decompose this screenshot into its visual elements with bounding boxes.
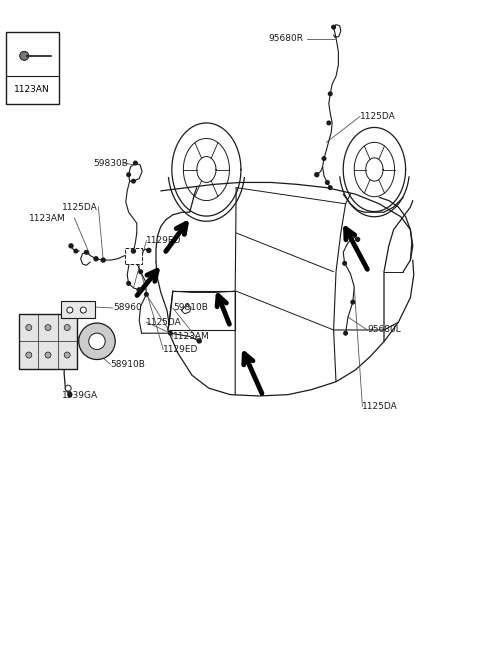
- Circle shape: [94, 257, 98, 261]
- Text: 58960: 58960: [113, 303, 142, 313]
- Text: 95680L: 95680L: [367, 325, 401, 334]
- Text: 1125DA: 1125DA: [362, 402, 398, 411]
- Text: 1123AM: 1123AM: [29, 214, 66, 223]
- Circle shape: [137, 288, 141, 292]
- Circle shape: [64, 352, 70, 358]
- Circle shape: [26, 352, 32, 358]
- Circle shape: [65, 385, 71, 391]
- Circle shape: [356, 237, 360, 241]
- Circle shape: [322, 157, 326, 160]
- Circle shape: [101, 258, 105, 262]
- Text: 1125DA: 1125DA: [62, 203, 98, 212]
- Text: 1123AM: 1123AM: [173, 332, 210, 341]
- Circle shape: [74, 249, 78, 253]
- Circle shape: [328, 186, 332, 190]
- Text: 59810B: 59810B: [173, 303, 208, 313]
- Circle shape: [168, 331, 172, 335]
- Circle shape: [144, 292, 148, 296]
- Circle shape: [127, 281, 131, 285]
- Circle shape: [45, 352, 51, 358]
- Circle shape: [64, 325, 70, 331]
- Text: 1125DA: 1125DA: [146, 318, 182, 327]
- Circle shape: [132, 179, 135, 183]
- Circle shape: [197, 339, 201, 343]
- Circle shape: [69, 244, 73, 248]
- Circle shape: [89, 333, 105, 349]
- Circle shape: [332, 25, 336, 29]
- Circle shape: [147, 248, 151, 252]
- Circle shape: [315, 173, 319, 177]
- Bar: [125, 248, 142, 264]
- Text: 1339GA: 1339GA: [62, 391, 98, 400]
- Text: 1123AN: 1123AN: [14, 85, 50, 94]
- Circle shape: [127, 173, 131, 177]
- Text: 1129ED: 1129ED: [163, 345, 199, 354]
- Circle shape: [20, 51, 29, 60]
- Text: 1125DA: 1125DA: [360, 112, 396, 121]
- Circle shape: [68, 393, 72, 397]
- Circle shape: [80, 307, 86, 313]
- Circle shape: [343, 261, 347, 265]
- Circle shape: [84, 250, 88, 254]
- Bar: [61, 302, 95, 318]
- Circle shape: [328, 92, 332, 96]
- Circle shape: [327, 121, 331, 125]
- Circle shape: [351, 300, 355, 304]
- Circle shape: [45, 325, 51, 331]
- Circle shape: [344, 331, 348, 335]
- Text: 1129ED: 1129ED: [146, 236, 182, 245]
- Circle shape: [79, 323, 115, 360]
- Bar: [6, 32, 59, 104]
- Bar: [19, 314, 77, 369]
- Text: 59830B: 59830B: [94, 159, 129, 168]
- Circle shape: [133, 161, 137, 165]
- Circle shape: [325, 181, 329, 184]
- Circle shape: [132, 249, 135, 253]
- Circle shape: [67, 307, 73, 313]
- Circle shape: [26, 325, 32, 331]
- Circle shape: [139, 270, 143, 274]
- Text: 58910B: 58910B: [110, 360, 145, 369]
- Text: 95680R: 95680R: [269, 34, 304, 43]
